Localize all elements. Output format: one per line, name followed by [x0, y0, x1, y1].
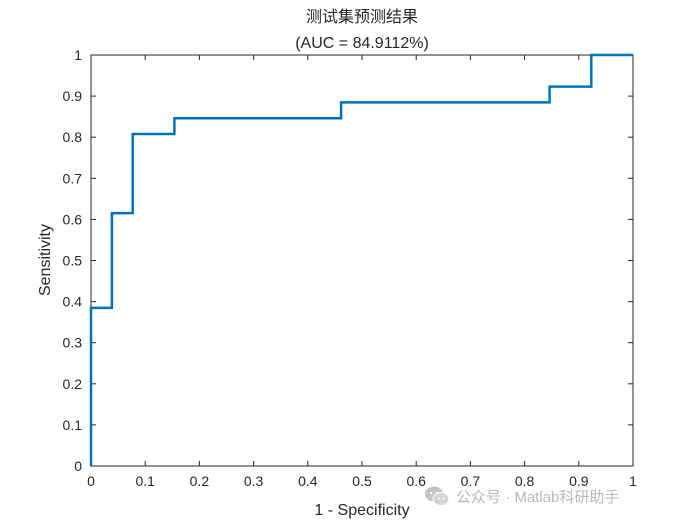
x-tick-label: 0.9	[569, 473, 589, 489]
y-tick-label: 0.6	[63, 211, 83, 227]
wechat-icon	[425, 486, 450, 506]
chart-subtitle: (AUC = 84.9112%)	[295, 35, 429, 52]
watermark: 公众号 · Matlab科研助手	[424, 484, 619, 508]
x-tick-label: 0.6	[406, 473, 426, 489]
x-axis: 0 0.1 0.2 0.3 0.4 0.5 0.6 0.7 0.8 0.9 1	[87, 55, 637, 489]
y-tick-label: 0.3	[63, 335, 83, 351]
y-tick-label: 0.8	[63, 129, 83, 145]
x-tick-label: 0.3	[244, 473, 264, 489]
y-tick-label: 0.1	[63, 417, 83, 433]
watermark-text: 公众号 · Matlab科研助手	[456, 488, 620, 506]
x-tick-label: 0.5	[352, 473, 372, 489]
x-tick-label: 0.4	[298, 473, 318, 489]
x-tick-label: 0.1	[135, 473, 155, 489]
y-axis-title: Sensitivity	[37, 224, 54, 296]
x-tick-label: 1	[629, 473, 637, 489]
x-tick-label: 0.2	[190, 473, 210, 489]
y-tick-label: 0.9	[63, 88, 83, 104]
x-tick-label: 0.7	[461, 473, 481, 489]
roc-curve-line	[89, 53, 633, 466]
series-layer	[89, 53, 633, 466]
y-tick-label: 0.4	[63, 294, 83, 310]
y-tick-label: 0.7	[63, 170, 83, 186]
x-tick-label: 0.8	[515, 473, 535, 489]
x-axis-title: 1 - Specificity	[314, 502, 409, 519]
chart-title: 测试集预测结果	[306, 8, 418, 26]
y-tick-label: 0.2	[63, 376, 83, 392]
plot-area	[90, 54, 634, 467]
x-tick-label: 0	[87, 473, 95, 489]
y-tick-label: 1	[74, 47, 82, 63]
y-tick-label: 0.5	[63, 253, 83, 269]
y-axis: 0 0.1 0.2 0.3 0.4 0.5 0.6 0.7 0.8 0.9 1	[63, 47, 633, 474]
y-tick-label: 0	[74, 458, 82, 474]
